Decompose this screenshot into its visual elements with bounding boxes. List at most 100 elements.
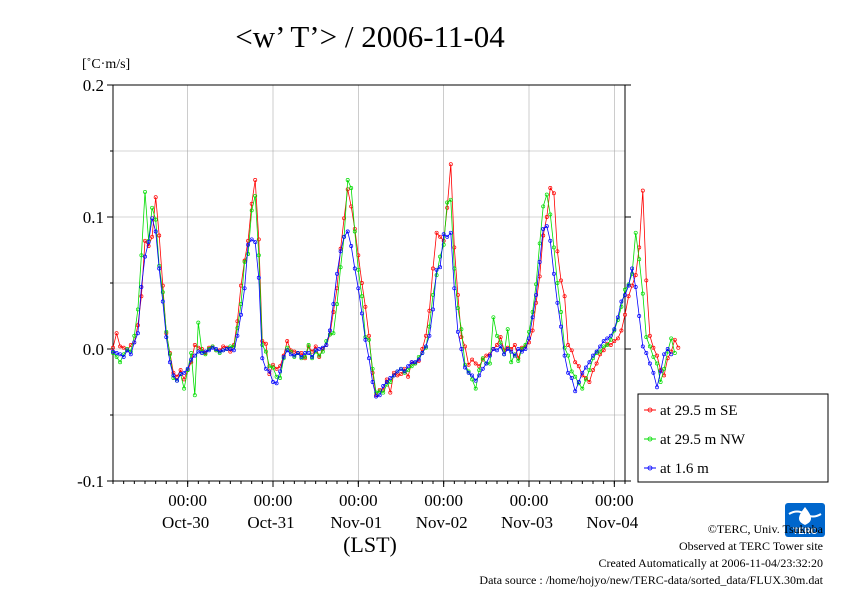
data-point [562, 345, 567, 350]
data-point [544, 224, 549, 229]
data-point [541, 226, 546, 231]
data-point [566, 370, 571, 375]
data-point [182, 370, 187, 375]
data-point [633, 273, 638, 278]
data-point [114, 354, 119, 359]
data-point [246, 252, 251, 256]
data-point [434, 267, 439, 272]
data-point [139, 294, 144, 299]
data-point [228, 349, 233, 354]
data-point [331, 302, 336, 307]
data-point [473, 361, 478, 366]
data-point [288, 349, 293, 354]
terc-logo: TERC [785, 503, 825, 537]
data-point [374, 390, 379, 395]
data-point [324, 343, 329, 347]
data-point [587, 360, 592, 365]
data-point [363, 304, 368, 309]
x-tick-date-label: Nov-04 [586, 513, 638, 532]
legend-swatch-marker [647, 407, 653, 413]
data-point [438, 234, 443, 239]
data-point [619, 304, 624, 309]
data-point [605, 343, 610, 347]
data-point [672, 351, 677, 355]
data-point [598, 344, 603, 349]
data-point [150, 205, 155, 210]
y-axis-unit-label: [˚C·m/s] [82, 57, 130, 72]
data-point [608, 343, 613, 347]
data-point [271, 380, 275, 384]
data-point [313, 348, 318, 353]
data-point [327, 332, 332, 337]
data-point [114, 351, 119, 355]
data-point [427, 333, 432, 338]
data-point [253, 240, 258, 245]
data-point [295, 351, 300, 355]
data-point [160, 299, 165, 304]
data-point [583, 377, 588, 382]
data-point [551, 191, 556, 196]
data-point [491, 315, 496, 320]
data-point [647, 333, 652, 338]
data-point [473, 378, 478, 383]
data-point [278, 369, 283, 374]
data-point [477, 368, 482, 373]
data-point [153, 217, 158, 222]
data-point [573, 360, 578, 365]
data-point [199, 351, 204, 355]
data-point [349, 186, 354, 190]
data-point [498, 340, 503, 345]
data-point [598, 352, 603, 357]
data-point [327, 328, 332, 333]
data-point [655, 353, 659, 358]
data-point [591, 368, 595, 373]
data-point [559, 310, 563, 314]
data-point [317, 353, 322, 358]
series-2 [111, 178, 677, 398]
data-point [143, 254, 147, 259]
y-tick-label: 0.0 [83, 340, 104, 359]
x-tick-date-label: Oct-30 [162, 513, 209, 532]
copyright-text: ©TERC, Univ. Tsukuba [708, 522, 824, 536]
data-point [448, 230, 453, 235]
data-point [591, 353, 595, 358]
data-point [352, 229, 357, 234]
data-point [381, 390, 386, 395]
data-point [601, 348, 606, 353]
data-point [231, 348, 236, 353]
data-point [352, 266, 357, 271]
data-point [171, 373, 176, 378]
data-point [235, 333, 240, 338]
data-point [555, 300, 560, 305]
data-point [658, 380, 663, 384]
data-point [246, 238, 251, 243]
legend-label: at 1.6 m [660, 461, 709, 477]
data-point [359, 294, 364, 299]
data-point [601, 339, 606, 344]
data-point [399, 366, 403, 371]
data-point [623, 287, 627, 292]
data-point [516, 358, 521, 363]
data-point [406, 368, 411, 373]
data-point [541, 233, 546, 238]
data-point [263, 366, 268, 371]
data-point [207, 348, 211, 353]
data-point [384, 377, 389, 382]
data-point [338, 249, 343, 254]
data-point [416, 357, 421, 362]
data-point [434, 230, 439, 235]
x-axis-label: (LST) [343, 532, 397, 557]
data-source-text: Data source : /home/hojyo/new/TERC-data/… [479, 573, 823, 587]
data-point [235, 319, 240, 324]
data-point [459, 327, 464, 332]
data-point [196, 320, 201, 325]
created-text: Created Automatically at 2006-11-04/23:3… [598, 556, 823, 570]
data-point [459, 335, 464, 340]
data-point [676, 345, 681, 350]
legend: at 29.5 m SE at 29.5 m NW at 1.6 m [637, 393, 829, 483]
data-point [231, 344, 236, 349]
data-point [445, 234, 450, 239]
data-point [559, 324, 563, 329]
data-point [391, 370, 396, 375]
data-point [495, 348, 499, 353]
